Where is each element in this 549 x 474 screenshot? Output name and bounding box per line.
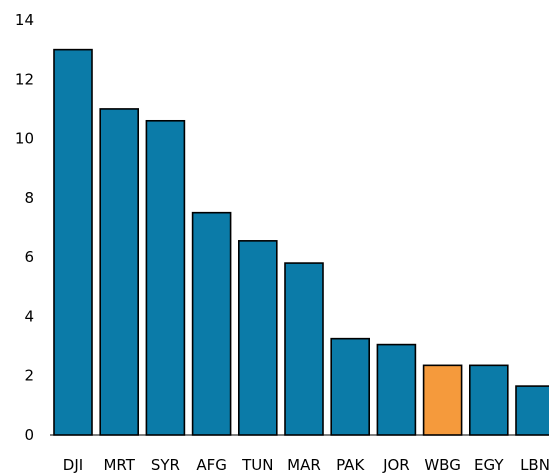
bar-syr (145, 119, 186, 436)
y-tick-label: 2 (24, 367, 34, 385)
x-axis-ticks: DJI MRT SYR AFG TUN MAR PAK JOR WBG EGY LBN (63, 456, 549, 474)
y-tick-label: 0 (24, 426, 34, 444)
x-tick-label-syr: SYR (151, 456, 180, 474)
bar-mar (284, 262, 324, 436)
x-tick-label-tun: TUN (241, 456, 273, 474)
bar-afg (191, 211, 232, 436)
bar-wbg (422, 364, 463, 436)
bar-pak (330, 337, 371, 436)
x-tick-label-mar: MAR (287, 456, 321, 474)
x-tick-label-pak: PAK (336, 456, 365, 474)
x-tick-label-egy: EGY (474, 456, 504, 474)
bar-dji (53, 48, 93, 436)
bar-lbn (515, 385, 549, 436)
x-tick-label-lbn: LBN (520, 456, 549, 474)
bar-tun (238, 240, 278, 436)
y-tick-label: 14 (15, 11, 34, 29)
y-tick-label: 10 (15, 130, 34, 148)
y-axis-ticks: 0 2 4 6 8 10 12 14 (15, 11, 34, 444)
bar-jor (376, 343, 417, 436)
x-tick-label-mrt: MRT (103, 456, 135, 474)
y-tick-label: 4 (24, 307, 34, 325)
bars-group (53, 48, 549, 436)
x-tick-label-jor: JOR (382, 456, 410, 474)
x-tick-label-wbg: WBG (424, 456, 460, 474)
y-tick-label: 12 (15, 70, 34, 88)
y-tick-label: 6 (24, 248, 34, 266)
bar-egy (468, 364, 509, 436)
bar-mrt (99, 108, 139, 436)
x-tick-label-afg: AFG (196, 456, 227, 474)
x-tick-label-dji: DJI (63, 456, 83, 474)
y-tick-label: 8 (24, 189, 34, 207)
